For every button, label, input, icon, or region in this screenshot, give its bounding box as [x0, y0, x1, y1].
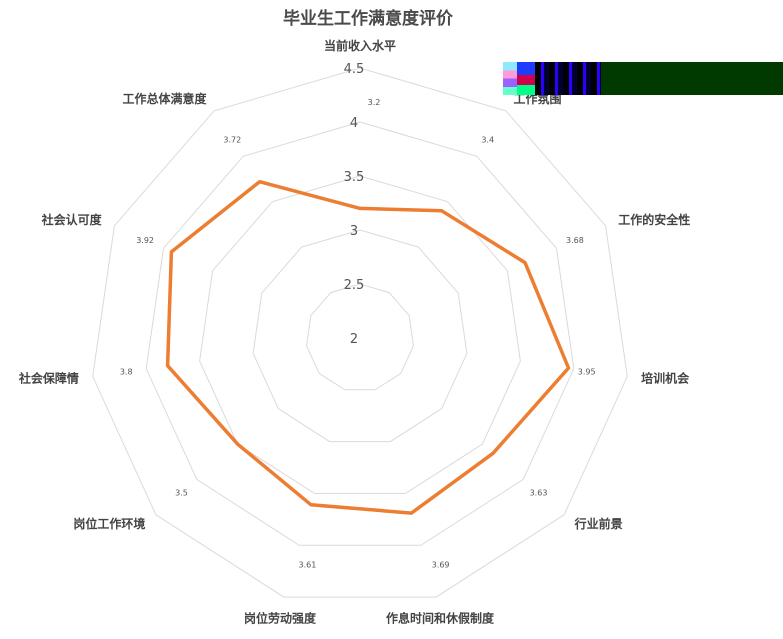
tick-label: 2.5 — [344, 278, 365, 293]
data-labels: 3.2 3.4 3.68 3.95 3.63 3.69 3.61 3.5 3.8 3.92 3.72 — [120, 98, 596, 570]
data-label: 3.69 — [432, 561, 450, 570]
category-label: 当前收入水平 — [324, 38, 396, 53]
data-label: 3.68 — [566, 236, 584, 245]
data-label: 3.63 — [530, 489, 548, 498]
data-label: 3.2 — [368, 98, 381, 107]
tick-label: 3 — [350, 224, 358, 239]
grid-ring — [145, 121, 575, 546]
data-label: 3.8 — [120, 368, 133, 377]
category-label: 社会认可度 — [41, 212, 103, 227]
category-label: 培训机会 — [641, 370, 690, 385]
radar-series — [165, 179, 571, 515]
data-label: 3.61 — [298, 561, 316, 570]
category-label: 工作总体满意度 — [122, 91, 207, 106]
grid-ring — [92, 67, 628, 598]
category-label: 岗位劳动强度 — [244, 611, 317, 626]
chart-title: 毕业生工作满意度评价 — [283, 8, 454, 29]
grid-ring — [252, 229, 468, 443]
category-label: 岗位工作环境 — [73, 516, 145, 531]
category-label: 工作的安全性 — [618, 212, 690, 227]
tick-label: 4.5 — [344, 62, 365, 77]
data-label: 3.92 — [136, 236, 154, 245]
radar-grid — [92, 67, 628, 598]
render-artifact-strip — [503, 62, 783, 95]
data-label: 3.72 — [223, 135, 241, 144]
data-label: 3.95 — [578, 368, 596, 377]
data-label: 3.4 — [481, 135, 494, 144]
tick-labels: 2 2.5 3 3.5 4 4.5 — [344, 62, 365, 347]
grid-ring — [199, 175, 521, 494]
category-label: 作息时间和休假制度 — [386, 611, 495, 626]
category-label: 社会保障情 — [18, 370, 79, 385]
tick-label: 4 — [350, 116, 358, 131]
tick-label: 2 — [350, 332, 358, 347]
tick-label: 3.5 — [344, 170, 365, 185]
series-line — [165, 179, 571, 515]
data-label: 3.5 — [175, 489, 188, 498]
category-label: 行业前景 — [574, 516, 623, 531]
category-labels: 当前收入水平工作氛围工作的安全性培训机会行业前景作息时间和休假制度岗位劳动强度岗… — [18, 38, 690, 626]
grid-ring — [305, 283, 415, 391]
